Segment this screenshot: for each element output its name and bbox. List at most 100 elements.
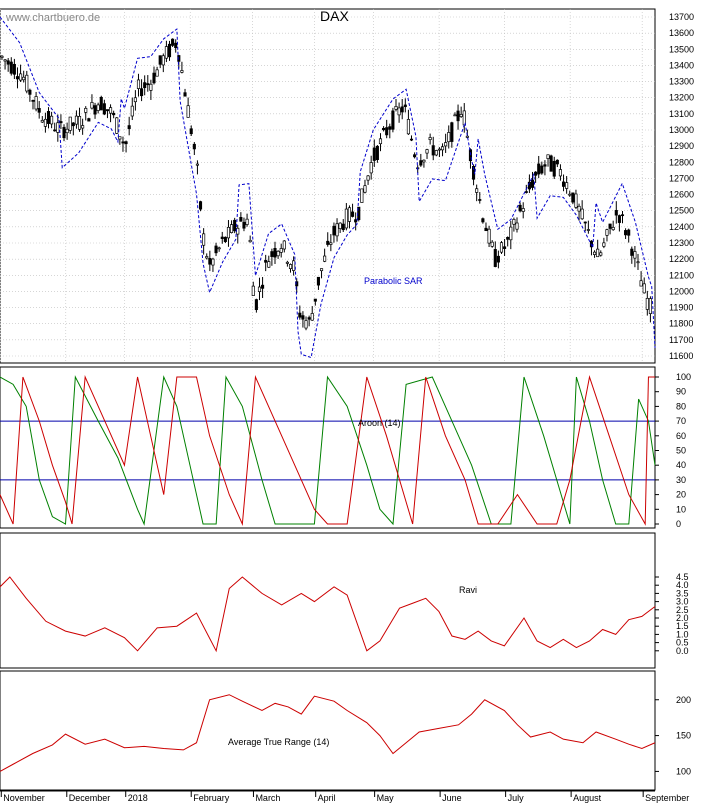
candle-body — [105, 109, 110, 112]
candle-body — [211, 258, 215, 266]
candle-body — [195, 163, 199, 166]
x-tick-label: December — [69, 793, 111, 803]
candle-body — [285, 261, 289, 264]
source-label[interactable]: www.chartbuero.de — [5, 12, 100, 24]
ravi-series-0 — [0, 576, 656, 653]
candle-body — [403, 104, 407, 108]
ravi-tick-label: 3.0 — [676, 597, 689, 607]
candle-body — [251, 285, 255, 296]
candle-body — [372, 147, 376, 161]
price-panel-frame — [0, 8, 656, 364]
candle-body — [577, 205, 581, 212]
candle-body — [549, 155, 553, 172]
candle-body — [50, 115, 54, 125]
aroon-tick-label: 30 — [676, 475, 686, 485]
candle-body — [171, 38, 175, 46]
ravi-tick-label: 1.5 — [676, 621, 689, 631]
ravi-tick-label: 1.0 — [676, 629, 689, 639]
price-tick-label: 12000 — [669, 286, 694, 296]
candle-body — [127, 125, 131, 130]
candle-body — [518, 204, 522, 212]
candle-body — [509, 226, 513, 241]
candle-body — [96, 104, 100, 111]
candle-body — [65, 128, 69, 134]
aroon-label: Aroon (14) — [358, 418, 401, 428]
ravi-tick-label: 3.5 — [676, 588, 689, 598]
candle-body — [602, 242, 606, 247]
candle-body — [273, 248, 277, 258]
price-tick-label: 13000 — [669, 125, 694, 135]
candle-body — [22, 76, 26, 81]
candle-body — [118, 136, 122, 140]
candle-body — [146, 83, 150, 86]
candle-body — [310, 313, 314, 321]
candle-body — [375, 145, 379, 161]
candle-body — [475, 188, 479, 193]
candle-body — [440, 146, 445, 151]
candle-body — [354, 219, 358, 223]
candle-body — [19, 73, 23, 81]
candle-body — [186, 105, 190, 118]
candle-body — [261, 284, 265, 289]
candle-body — [0, 55, 4, 58]
candle-body — [288, 264, 293, 269]
candle-body — [152, 72, 156, 84]
candle-body — [565, 182, 569, 189]
candle-body — [409, 138, 414, 141]
price-tick-label: 12500 — [669, 206, 694, 216]
price-tick-label: 11700 — [669, 335, 693, 345]
x-tick-label: August — [573, 793, 602, 803]
ravi-label: Ravi — [459, 585, 477, 595]
candle-body — [605, 229, 609, 236]
candle-body — [503, 246, 507, 249]
candle-body — [642, 283, 646, 294]
candle-body — [596, 248, 600, 258]
candle-body — [326, 240, 330, 245]
atr-tick-label: 150 — [676, 731, 691, 741]
price-tick-label: 13400 — [669, 60, 694, 70]
x-tick-label: September — [645, 793, 689, 803]
candle-body — [624, 230, 628, 236]
candle-body — [109, 107, 113, 114]
candle-body — [574, 193, 578, 208]
candle-body — [313, 298, 317, 302]
candle-body — [425, 149, 429, 154]
candle-body — [385, 127, 389, 136]
candle-body — [338, 222, 342, 229]
candle-body — [493, 249, 497, 267]
candle-body — [177, 55, 181, 62]
candle-body — [304, 320, 308, 329]
candle-body — [102, 103, 106, 115]
candle-body — [205, 256, 209, 259]
candle-body — [583, 221, 587, 224]
aroon-tick-label: 70 — [676, 416, 686, 426]
candle-body — [456, 110, 460, 122]
candle-body — [189, 128, 193, 135]
candle-body — [419, 160, 423, 166]
candle-body — [465, 135, 469, 138]
candle-body — [115, 117, 119, 134]
candle-body — [552, 160, 556, 177]
x-tick-label: July — [508, 793, 525, 803]
candle-body — [40, 120, 44, 123]
candle-body — [630, 248, 634, 256]
candle-body — [391, 110, 395, 130]
candle-body — [593, 251, 597, 255]
aroon-panel-frame — [0, 366, 656, 529]
x-tick-label: November — [3, 793, 45, 803]
candle-body — [447, 132, 451, 143]
aroon-tick-label: 80 — [676, 401, 686, 411]
candle-body — [319, 268, 324, 272]
candle-body — [648, 298, 652, 314]
candle-body — [620, 214, 625, 217]
price-tick-label: 12200 — [669, 254, 694, 264]
ravi-tick-label: 4.5 — [676, 572, 689, 582]
candle-body — [208, 258, 212, 265]
candle-body — [546, 154, 550, 159]
x-tick-label: February — [193, 793, 230, 803]
candle-body — [422, 159, 426, 163]
atr-panel-frame — [0, 670, 656, 791]
candle-body — [136, 79, 141, 89]
candle-body — [161, 55, 165, 66]
aroon-tick-label: 0 — [676, 519, 681, 529]
